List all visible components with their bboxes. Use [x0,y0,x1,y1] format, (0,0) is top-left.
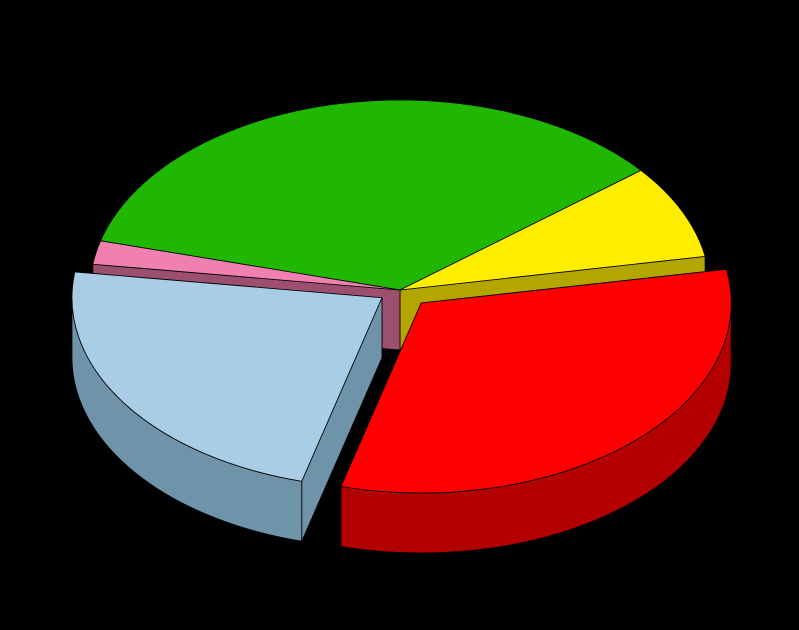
pie-chart-3d [0,0,799,630]
